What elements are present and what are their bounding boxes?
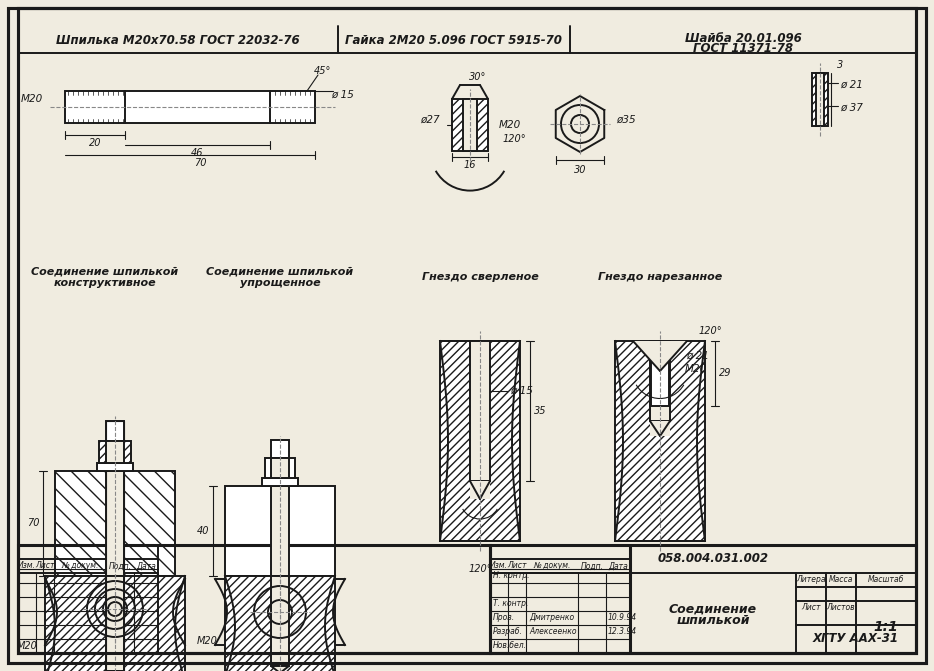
Bar <box>106 421 124 441</box>
Text: Гнездо сверленое: Гнездо сверленое <box>421 272 538 282</box>
Text: 46: 46 <box>191 148 204 158</box>
Text: Изм.: Изм. <box>490 562 508 570</box>
Bar <box>225 486 335 576</box>
Bar <box>452 99 488 151</box>
Text: М20: М20 <box>17 641 37 651</box>
Text: Алексеенко: Алексеенко <box>530 627 577 637</box>
Text: Нов.бел.: Нов.бел. <box>493 641 527 650</box>
Text: Дата: Дата <box>136 562 156 570</box>
Text: М20: М20 <box>196 636 218 646</box>
Bar <box>812 73 828 126</box>
Bar <box>106 441 124 463</box>
Text: 16: 16 <box>464 160 476 170</box>
Text: Т. контр.: Т. контр. <box>493 599 529 609</box>
Text: Соединение шпилькой: Соединение шпилькой <box>206 266 354 276</box>
Text: № докум.: № докум. <box>62 562 99 570</box>
Bar <box>816 73 824 126</box>
Text: Шпилька М20х70.58 ГОСТ 22032-76: Шпилька М20х70.58 ГОСТ 22032-76 <box>56 34 300 46</box>
Text: Подп.: Подп. <box>108 562 132 570</box>
Text: Дата: Дата <box>608 562 628 570</box>
Bar <box>440 341 520 541</box>
Text: Шайба 20.01.096: Шайба 20.01.096 <box>685 32 801 44</box>
Bar <box>271 486 289 576</box>
Text: Гайка 2М20 5.096 ГОСТ 5915-70: Гайка 2М20 5.096 ГОСТ 5915-70 <box>345 34 561 46</box>
Bar <box>271 440 289 458</box>
Text: ø 21: ø 21 <box>841 80 863 90</box>
Bar <box>650 421 670 436</box>
Bar <box>615 341 705 541</box>
Polygon shape <box>633 341 687 371</box>
Text: 10.9.94: 10.9.94 <box>608 613 637 623</box>
Text: Лист: Лист <box>35 562 55 570</box>
Text: Листов: Листов <box>827 603 856 613</box>
Text: 35: 35 <box>533 406 546 416</box>
Text: ø27: ø27 <box>420 115 440 125</box>
Text: 120°: 120° <box>699 326 722 336</box>
Bar <box>470 481 490 499</box>
Text: Дмитренко: Дмитренко <box>530 613 574 623</box>
Text: Подп.: Подп. <box>581 562 603 570</box>
Text: 058.004.031.002: 058.004.031.002 <box>658 552 769 566</box>
Text: М20: М20 <box>499 120 521 130</box>
Text: шпилькой: шпилькой <box>676 615 750 627</box>
Bar <box>225 576 335 671</box>
Bar <box>106 421 124 671</box>
Text: Соединение: Соединение <box>669 603 757 615</box>
Bar <box>271 576 289 666</box>
Text: 120°: 120° <box>468 564 492 574</box>
Text: ø 15: ø 15 <box>511 386 533 396</box>
Text: ø 15: ø 15 <box>332 90 354 100</box>
Text: Соединение шпилькой: Соединение шпилькой <box>32 266 178 276</box>
Bar <box>97 463 133 471</box>
Text: № докум.: № докум. <box>533 562 571 570</box>
Text: 12.3.94: 12.3.94 <box>608 627 637 637</box>
Text: Изм.: Изм. <box>18 562 35 570</box>
Text: Гнездо нарезанное: Гнездо нарезанное <box>598 272 722 282</box>
Text: 20: 20 <box>89 138 101 148</box>
Text: 40: 40 <box>197 526 209 536</box>
Text: М20: М20 <box>21 94 43 104</box>
Bar <box>490 545 916 653</box>
Text: ГОСТ 11371-78: ГОСТ 11371-78 <box>693 42 793 54</box>
Text: 3: 3 <box>837 60 843 70</box>
Text: ø35: ø35 <box>616 115 636 125</box>
Bar <box>55 471 175 576</box>
Text: конструктивное: конструктивное <box>53 278 156 288</box>
Bar <box>106 576 124 671</box>
Bar <box>470 341 490 481</box>
Text: 29: 29 <box>719 368 731 378</box>
Bar <box>99 441 131 463</box>
Text: 45°: 45° <box>315 66 332 76</box>
Text: упрощенное: упрощенное <box>240 278 320 288</box>
Text: ø 21: ø 21 <box>686 351 710 361</box>
Bar <box>262 478 298 486</box>
Bar <box>106 471 124 576</box>
Bar <box>45 576 185 671</box>
Bar <box>271 458 289 478</box>
Text: Литера: Литера <box>797 576 826 584</box>
Bar <box>463 99 477 151</box>
Bar <box>265 458 295 478</box>
Polygon shape <box>271 666 289 671</box>
Text: 70: 70 <box>27 519 39 529</box>
Bar <box>651 341 669 406</box>
Bar <box>650 341 670 421</box>
Text: 1:1: 1:1 <box>873 620 899 634</box>
Text: 30°: 30° <box>469 72 487 82</box>
Text: Лист: Лист <box>507 562 527 570</box>
Text: Масса: Масса <box>828 576 853 584</box>
Bar <box>18 545 490 653</box>
Text: Лист: Лист <box>801 603 821 613</box>
Bar <box>65 91 315 123</box>
Text: ХГТУ ААХ-31: ХГТУ ААХ-31 <box>813 633 899 646</box>
Text: 30: 30 <box>573 165 587 175</box>
Text: Н. контр.: Н. контр. <box>493 572 530 580</box>
Text: Пров.: Пров. <box>493 613 516 623</box>
Text: Разраб.: Разраб. <box>493 627 523 637</box>
Text: 120°: 120° <box>502 134 526 144</box>
Text: 70: 70 <box>193 158 206 168</box>
Text: ø 37: ø 37 <box>841 103 863 113</box>
Text: М20: М20 <box>685 364 707 374</box>
Text: Масштаб: Масштаб <box>868 576 904 584</box>
